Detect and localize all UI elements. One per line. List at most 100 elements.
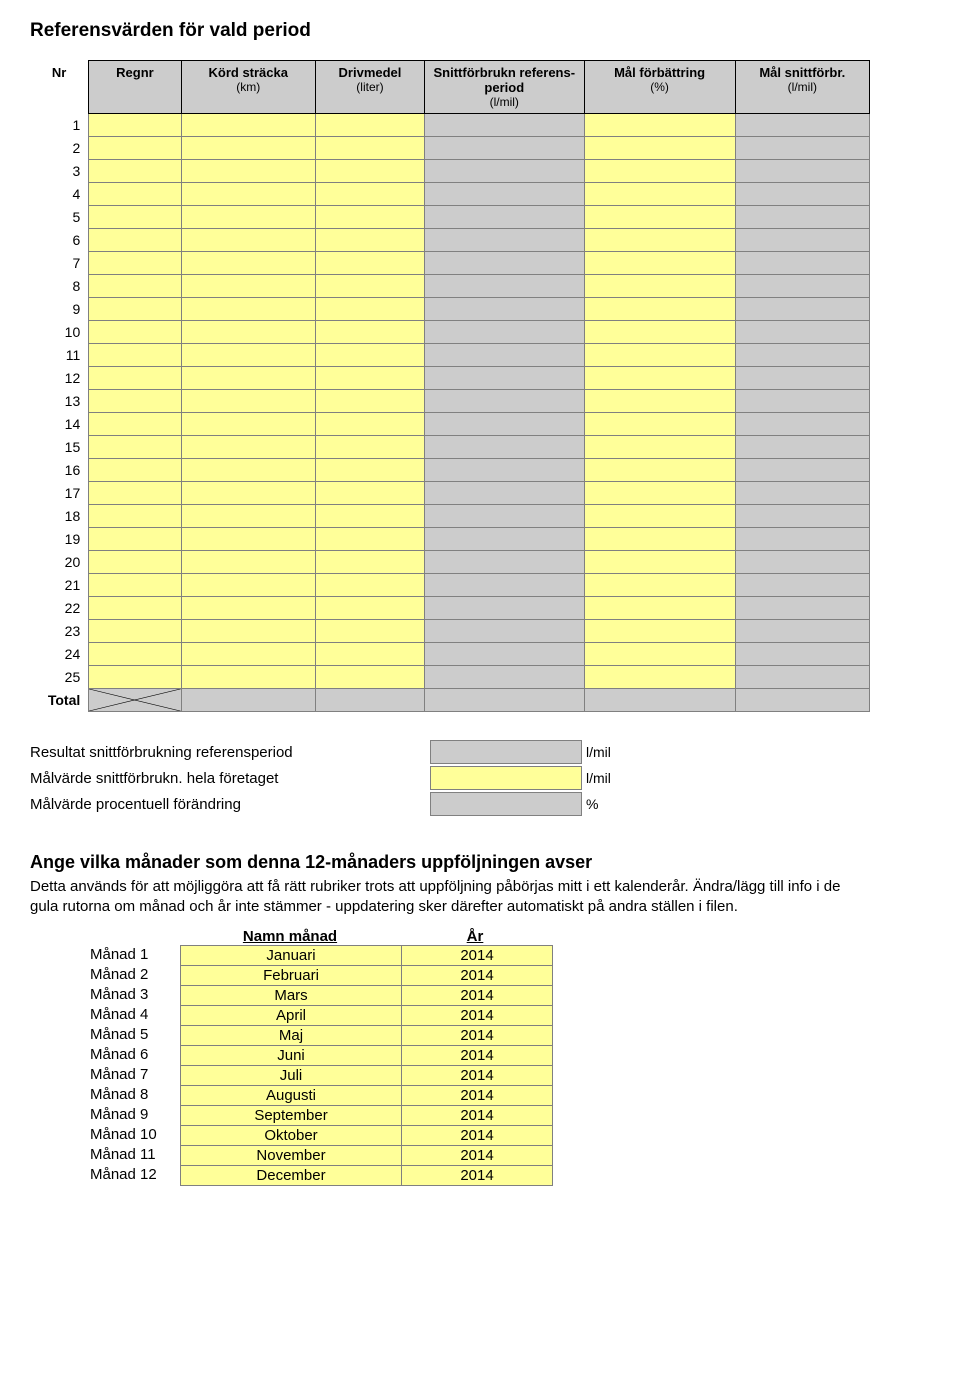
- forbattring-input[interactable]: [584, 114, 735, 137]
- month-name-input[interactable]: Juli: [180, 1065, 402, 1086]
- month-name-input[interactable]: December: [180, 1165, 402, 1186]
- liter-input[interactable]: [315, 459, 424, 482]
- liter-input[interactable]: [315, 367, 424, 390]
- month-name-input[interactable]: Juni: [180, 1045, 402, 1066]
- month-name-input[interactable]: Februari: [180, 965, 402, 986]
- month-year-input[interactable]: 2014: [402, 945, 553, 966]
- liter-input[interactable]: [315, 413, 424, 436]
- month-year-input[interactable]: 2014: [402, 1105, 553, 1126]
- month-year-input[interactable]: 2014: [402, 1125, 553, 1146]
- month-year-input[interactable]: 2014: [402, 1085, 553, 1106]
- result-input[interactable]: [430, 766, 582, 790]
- liter-input[interactable]: [315, 643, 424, 666]
- km-input[interactable]: [181, 160, 315, 183]
- km-input[interactable]: [181, 298, 315, 321]
- km-input[interactable]: [181, 528, 315, 551]
- regnr-input[interactable]: [89, 620, 181, 643]
- liter-input[interactable]: [315, 114, 424, 137]
- regnr-input[interactable]: [89, 183, 181, 206]
- regnr-input[interactable]: [89, 413, 181, 436]
- month-year-input[interactable]: 2014: [402, 1165, 553, 1186]
- month-year-input[interactable]: 2014: [402, 1045, 553, 1066]
- forbattring-input[interactable]: [584, 505, 735, 528]
- liter-input[interactable]: [315, 505, 424, 528]
- km-input[interactable]: [181, 206, 315, 229]
- forbattring-input[interactable]: [584, 482, 735, 505]
- liter-input[interactable]: [315, 183, 424, 206]
- regnr-input[interactable]: [89, 344, 181, 367]
- forbattring-input[interactable]: [584, 137, 735, 160]
- regnr-input[interactable]: [89, 114, 181, 137]
- km-input[interactable]: [181, 413, 315, 436]
- liter-input[interactable]: [315, 206, 424, 229]
- liter-input[interactable]: [315, 321, 424, 344]
- month-name-input[interactable]: Mars: [180, 985, 402, 1006]
- regnr-input[interactable]: [89, 551, 181, 574]
- liter-input[interactable]: [315, 436, 424, 459]
- liter-input[interactable]: [315, 666, 424, 689]
- km-input[interactable]: [181, 643, 315, 666]
- month-name-input[interactable]: Augusti: [180, 1085, 402, 1106]
- month-name-input[interactable]: Maj: [180, 1025, 402, 1046]
- forbattring-input[interactable]: [584, 252, 735, 275]
- km-input[interactable]: [181, 344, 315, 367]
- forbattring-input[interactable]: [584, 206, 735, 229]
- km-input[interactable]: [181, 390, 315, 413]
- km-input[interactable]: [181, 114, 315, 137]
- regnr-input[interactable]: [89, 482, 181, 505]
- forbattring-input[interactable]: [584, 390, 735, 413]
- regnr-input[interactable]: [89, 206, 181, 229]
- liter-input[interactable]: [315, 252, 424, 275]
- forbattring-input[interactable]: [584, 321, 735, 344]
- regnr-input[interactable]: [89, 275, 181, 298]
- forbattring-input[interactable]: [584, 574, 735, 597]
- forbattring-input[interactable]: [584, 459, 735, 482]
- liter-input[interactable]: [315, 390, 424, 413]
- month-year-input[interactable]: 2014: [402, 1065, 553, 1086]
- forbattring-input[interactable]: [584, 413, 735, 436]
- regnr-input[interactable]: [89, 137, 181, 160]
- km-input[interactable]: [181, 597, 315, 620]
- forbattring-input[interactable]: [584, 436, 735, 459]
- regnr-input[interactable]: [89, 390, 181, 413]
- regnr-input[interactable]: [89, 643, 181, 666]
- regnr-input[interactable]: [89, 321, 181, 344]
- forbattring-input[interactable]: [584, 597, 735, 620]
- liter-input[interactable]: [315, 574, 424, 597]
- liter-input[interactable]: [315, 229, 424, 252]
- km-input[interactable]: [181, 459, 315, 482]
- forbattring-input[interactable]: [584, 367, 735, 390]
- regnr-input[interactable]: [89, 252, 181, 275]
- month-year-input[interactable]: 2014: [402, 1025, 553, 1046]
- regnr-input[interactable]: [89, 229, 181, 252]
- km-input[interactable]: [181, 505, 315, 528]
- forbattring-input[interactable]: [584, 666, 735, 689]
- km-input[interactable]: [181, 252, 315, 275]
- regnr-input[interactable]: [89, 574, 181, 597]
- forbattring-input[interactable]: [584, 528, 735, 551]
- km-input[interactable]: [181, 183, 315, 206]
- regnr-input[interactable]: [89, 298, 181, 321]
- month-name-input[interactable]: Oktober: [180, 1125, 402, 1146]
- liter-input[interactable]: [315, 482, 424, 505]
- liter-input[interactable]: [315, 298, 424, 321]
- month-year-input[interactable]: 2014: [402, 965, 553, 986]
- forbattring-input[interactable]: [584, 229, 735, 252]
- liter-input[interactable]: [315, 620, 424, 643]
- liter-input[interactable]: [315, 137, 424, 160]
- forbattring-input[interactable]: [584, 160, 735, 183]
- regnr-input[interactable]: [89, 160, 181, 183]
- month-name-input[interactable]: Januari: [180, 945, 402, 966]
- km-input[interactable]: [181, 275, 315, 298]
- forbattring-input[interactable]: [584, 551, 735, 574]
- regnr-input[interactable]: [89, 459, 181, 482]
- liter-input[interactable]: [315, 528, 424, 551]
- regnr-input[interactable]: [89, 505, 181, 528]
- forbattring-input[interactable]: [584, 344, 735, 367]
- month-year-input[interactable]: 2014: [402, 985, 553, 1006]
- forbattring-input[interactable]: [584, 183, 735, 206]
- liter-input[interactable]: [315, 597, 424, 620]
- forbattring-input[interactable]: [584, 643, 735, 666]
- liter-input[interactable]: [315, 275, 424, 298]
- km-input[interactable]: [181, 574, 315, 597]
